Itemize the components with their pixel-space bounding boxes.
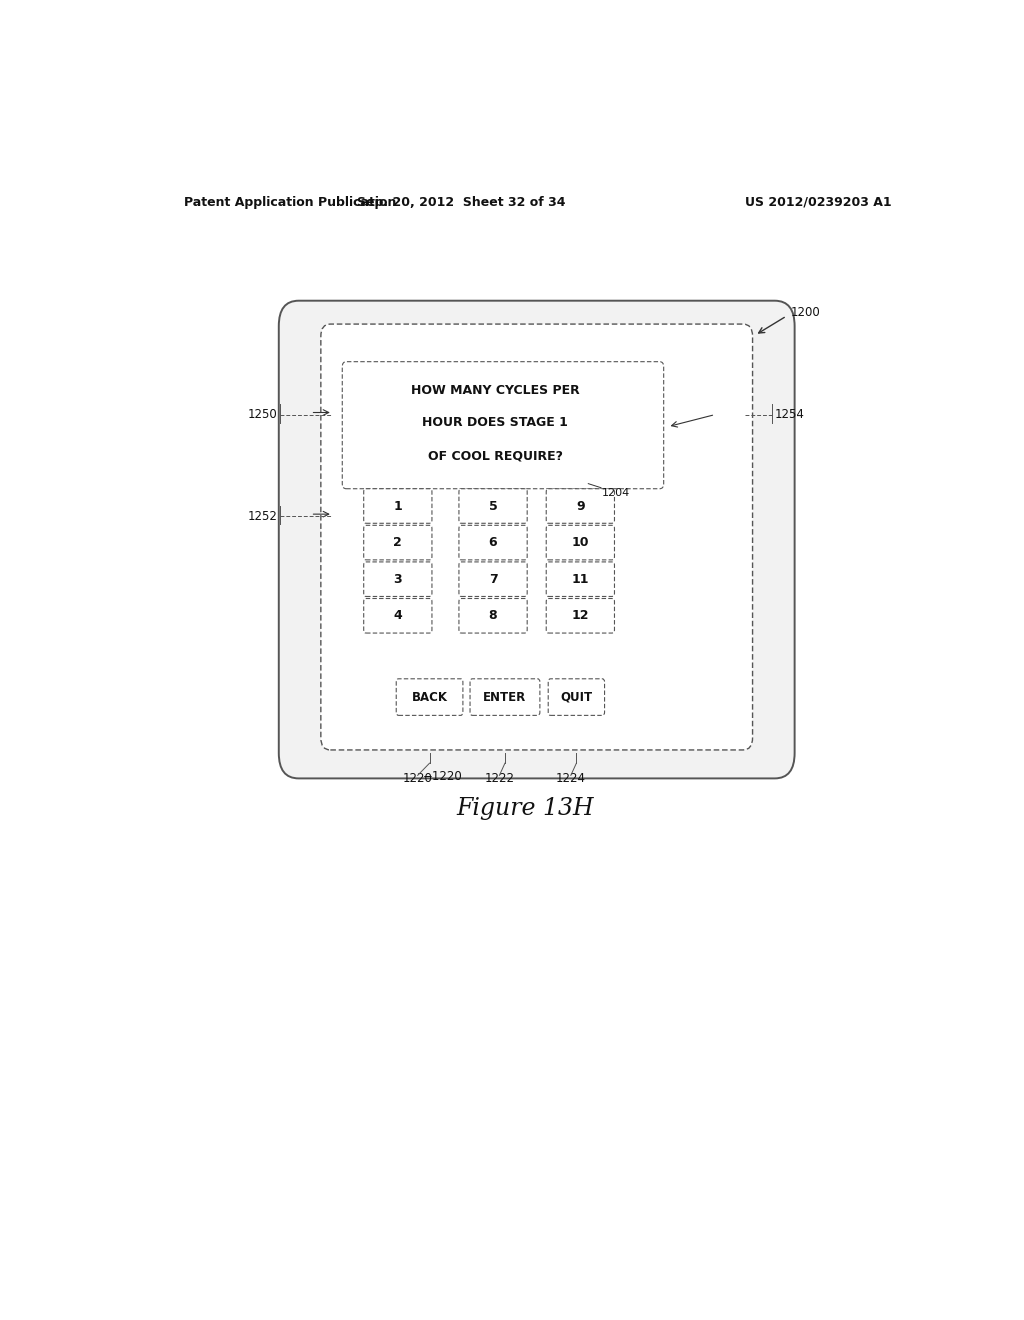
FancyBboxPatch shape	[546, 598, 614, 634]
Text: 6: 6	[488, 536, 498, 549]
FancyBboxPatch shape	[364, 525, 432, 560]
Text: 1220: 1220	[402, 772, 432, 785]
Text: 8: 8	[488, 610, 498, 622]
Text: 7: 7	[488, 573, 498, 586]
Text: 1224: 1224	[556, 772, 586, 785]
FancyBboxPatch shape	[459, 598, 527, 634]
FancyBboxPatch shape	[546, 488, 614, 523]
Text: Figure 13H: Figure 13H	[456, 797, 594, 821]
Text: −1220: −1220	[423, 771, 463, 783]
FancyBboxPatch shape	[546, 525, 614, 560]
Text: 1254: 1254	[775, 408, 805, 421]
Text: 4: 4	[393, 610, 402, 622]
Text: HOUR DOES STAGE 1: HOUR DOES STAGE 1	[422, 416, 568, 429]
FancyBboxPatch shape	[396, 678, 463, 715]
Text: 10: 10	[571, 536, 589, 549]
FancyBboxPatch shape	[459, 525, 527, 560]
FancyBboxPatch shape	[470, 678, 540, 715]
FancyBboxPatch shape	[548, 678, 604, 715]
FancyBboxPatch shape	[546, 562, 614, 597]
Text: 1: 1	[393, 499, 402, 512]
Text: OF COOL REQUIRE?: OF COOL REQUIRE?	[428, 449, 562, 462]
FancyBboxPatch shape	[364, 562, 432, 597]
Text: US 2012/0239203 A1: US 2012/0239203 A1	[745, 195, 892, 209]
Text: 1250: 1250	[248, 408, 278, 421]
FancyBboxPatch shape	[279, 301, 795, 779]
Text: HOW MANY CYCLES PER: HOW MANY CYCLES PER	[411, 384, 580, 396]
Text: Patent Application Publication: Patent Application Publication	[183, 195, 396, 209]
Text: Sep. 20, 2012  Sheet 32 of 34: Sep. 20, 2012 Sheet 32 of 34	[357, 195, 565, 209]
Text: 3: 3	[393, 573, 402, 586]
Text: 11: 11	[571, 573, 589, 586]
Text: BACK: BACK	[412, 690, 447, 704]
FancyBboxPatch shape	[321, 325, 753, 750]
FancyBboxPatch shape	[364, 488, 432, 523]
Text: ENTER: ENTER	[483, 690, 526, 704]
FancyBboxPatch shape	[459, 488, 527, 523]
Text: 1252: 1252	[248, 510, 278, 523]
FancyBboxPatch shape	[342, 362, 664, 488]
FancyBboxPatch shape	[459, 562, 527, 597]
Text: 1222: 1222	[484, 772, 514, 785]
Text: 1204: 1204	[602, 487, 630, 498]
Text: QUIT: QUIT	[560, 690, 593, 704]
Text: 1200: 1200	[791, 306, 820, 319]
Text: 12: 12	[571, 610, 589, 622]
Text: 2: 2	[393, 536, 402, 549]
Text: 5: 5	[488, 499, 498, 512]
Text: 9: 9	[577, 499, 585, 512]
FancyBboxPatch shape	[364, 598, 432, 634]
